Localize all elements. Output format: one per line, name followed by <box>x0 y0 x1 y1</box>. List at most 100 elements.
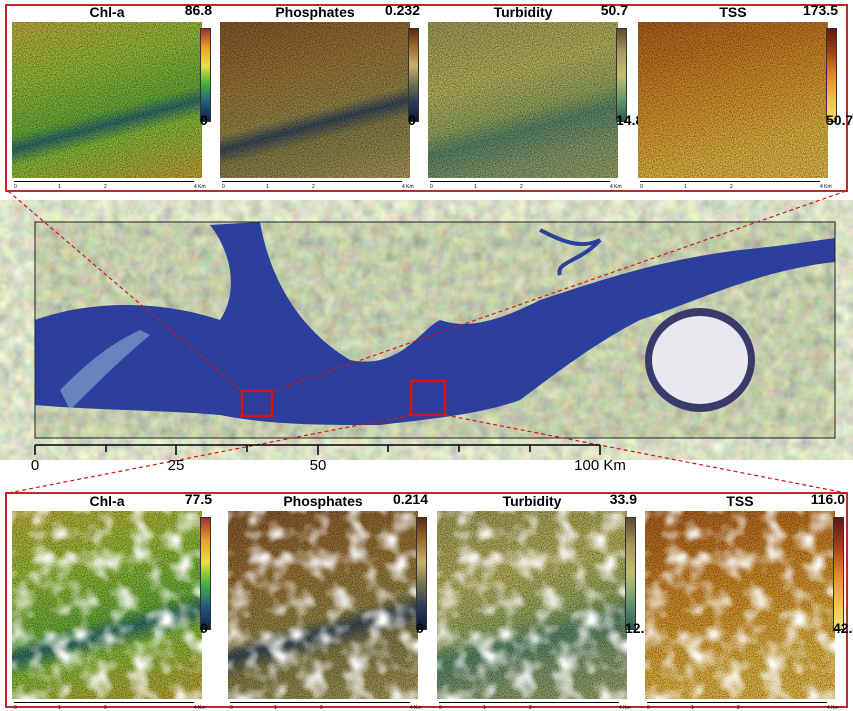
map-image <box>428 22 618 178</box>
texture <box>437 511 627 699</box>
scalebar <box>230 702 410 703</box>
colorbar <box>200 28 211 122</box>
colorbar-min: 0 <box>200 620 208 636</box>
map-image <box>12 511 202 699</box>
land-mask <box>228 511 418 699</box>
scalebar-label: 4 Km <box>610 184 622 190</box>
white-area <box>652 316 748 404</box>
scalebar <box>439 702 619 703</box>
colorbar-min: 0 <box>416 620 424 636</box>
texture <box>220 22 410 178</box>
colorbar-min: 0 <box>200 112 208 128</box>
map-panel: Chl-a77.500124 Km <box>12 493 222 711</box>
scalebar-label: 0 <box>640 184 643 190</box>
colorbar-max: 86.8 <box>132 2 212 18</box>
texture <box>428 22 618 178</box>
scalebar <box>222 181 402 182</box>
texture <box>645 511 835 699</box>
scalebar-label: 4 Km <box>827 705 839 711</box>
colorbar <box>408 28 419 122</box>
map-image <box>638 22 828 178</box>
map-image <box>12 22 202 178</box>
land-mask <box>645 511 835 699</box>
map-image <box>437 511 627 699</box>
scalebar-label: 4 Km <box>820 184 832 190</box>
scalebar-label: 1 <box>266 184 269 190</box>
scalebar-label: 4 Km <box>410 705 422 711</box>
scalebar-label: 4 Km <box>619 705 631 711</box>
colorbar-max: 50.7 <box>548 2 628 18</box>
colorbar <box>616 28 627 122</box>
colorbar-max: 0.232 <box>340 2 420 18</box>
scalebar-label: 1 <box>483 705 486 711</box>
scalebar-label: 4 Km <box>402 184 414 190</box>
colorbar-min: 42.4 <box>833 620 853 636</box>
scalebar <box>14 702 194 703</box>
texture <box>12 511 202 699</box>
colorbar-min: 50.7 <box>826 112 853 128</box>
colorbar-min: 0 <box>408 112 416 128</box>
scalebar-label: 2 <box>737 705 740 711</box>
scalebar-label: 0 <box>439 705 442 711</box>
noise <box>428 22 618 178</box>
scalebar-label: 2 <box>320 705 323 711</box>
noise <box>220 22 410 178</box>
land-mask <box>12 511 202 699</box>
scalebar-label: 0 <box>647 705 650 711</box>
colorbar <box>416 517 427 630</box>
colorbar <box>833 517 844 630</box>
scalebar-label: 4 Km <box>194 705 206 711</box>
colorbar-max: 33.9 <box>557 491 637 507</box>
scalebar-label: 100 Km <box>574 457 626 474</box>
scalebar <box>14 181 194 182</box>
noise <box>12 22 202 178</box>
scalebar-label: 4 Km <box>194 184 206 190</box>
scalebar-label: 1 <box>274 705 277 711</box>
land-mask <box>437 511 627 699</box>
scalebar-label: 1 <box>58 705 61 711</box>
map-image <box>220 22 410 178</box>
scalebar-label: 1 <box>684 184 687 190</box>
colorbar <box>826 28 837 122</box>
texture <box>638 22 828 178</box>
scalebar-label: 0 <box>222 184 225 190</box>
scalebar-label: 0 <box>14 184 17 190</box>
scalebar-label: 0 <box>14 705 17 711</box>
scalebar-label: 2 <box>104 184 107 190</box>
overview-scalebar <box>35 445 600 455</box>
map-image <box>228 511 418 699</box>
colorbar-max: 0.214 <box>348 491 428 507</box>
scalebar <box>647 702 827 703</box>
scalebar-label: 1 <box>58 184 61 190</box>
colorbar-max: 173.5 <box>758 2 838 18</box>
scalebar <box>430 181 610 182</box>
scalebar-label: 0 <box>430 184 433 190</box>
scalebar-label: 1 <box>474 184 477 190</box>
colorbar <box>625 517 636 630</box>
figure: 02550100 Km Chl-a86.800124 KmPhosphates0… <box>0 0 853 711</box>
scalebar-label: 1 <box>691 705 694 711</box>
scalebar-label: 25 <box>168 457 185 474</box>
scalebar-label: 2 <box>312 184 315 190</box>
colorbar <box>200 517 211 630</box>
scalebar-label: 0 <box>230 705 233 711</box>
scalebar-label: 0 <box>31 457 39 474</box>
scalebar <box>640 181 820 182</box>
colorbar-max: 116.0 <box>765 491 845 507</box>
scalebar-label: 50 <box>310 457 327 474</box>
colorbar-max: 77.5 <box>132 491 212 507</box>
scalebar-label: 2 <box>730 184 733 190</box>
map-image <box>645 511 835 699</box>
texture <box>228 511 418 699</box>
scalebar-label: 2 <box>104 705 107 711</box>
texture <box>12 22 202 178</box>
scalebar-label: 2 <box>520 184 523 190</box>
noise <box>638 22 828 178</box>
